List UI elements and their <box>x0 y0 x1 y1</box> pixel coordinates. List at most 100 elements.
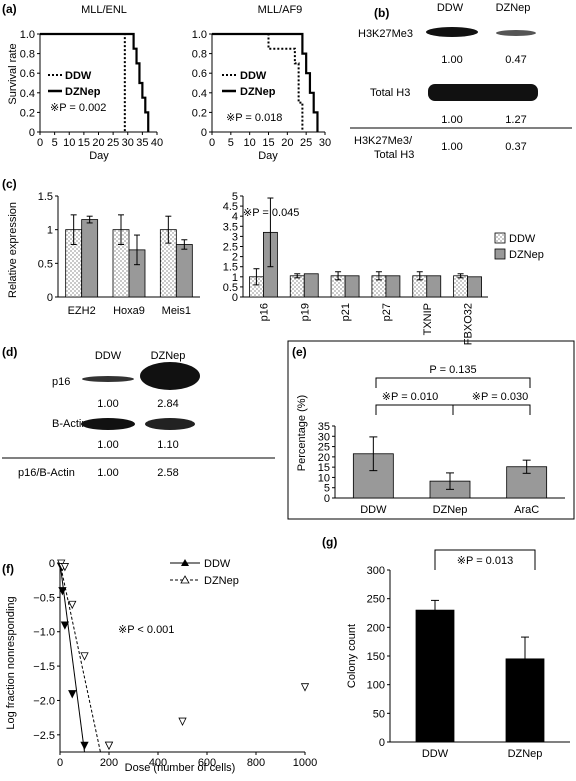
bar-dznep <box>385 275 401 298</box>
y-tick-label: 0 <box>324 493 330 505</box>
panel-a-ylabel: Survival rate <box>7 43 19 104</box>
panel-g-label: (g) <box>322 535 337 549</box>
panel-a-right-pvalue: ※P = 0.018 <box>226 112 282 124</box>
blot-band-h3k27me3-dznep <box>496 30 536 36</box>
y-tick-label: 250 <box>367 594 385 606</box>
legend-label-ddw: DDW <box>509 233 536 245</box>
y-tick-label: 0 <box>201 127 207 139</box>
legend-swatch-dznep <box>494 248 506 260</box>
x-tick-label: 30 <box>319 137 331 149</box>
panel-g: (g) Colony count 0 50 100 150 200 250 300 DDW DZ… <box>322 535 570 760</box>
panel-f: (f) Log fraction nonresponding Dose (num… <box>2 558 317 774</box>
panel-e-p-right: ※P = 0.030 <box>472 391 528 403</box>
bracket-ddw-dznep <box>434 549 536 570</box>
panel-g-ylabel: Colony count <box>346 624 358 688</box>
y-tick-label: 1.5 <box>223 262 238 274</box>
panel-b-label: (b) <box>374 6 389 20</box>
panel-b-ratio-label-2: Total H3 <box>374 149 414 161</box>
bar-dznep <box>81 219 99 298</box>
panel-b-row2-ddw-value: 1.00 <box>441 114 462 126</box>
x-tick-label: 200 <box>100 757 118 769</box>
point-ddw <box>68 690 77 699</box>
y-tick-label: 0 <box>47 292 53 304</box>
panel-e-p-overall: P = 0.135 <box>429 364 476 376</box>
blot-band-actin-ddw <box>81 418 135 430</box>
panel-g-pvalue: ※P = 0.013 <box>457 555 513 567</box>
y-tick-label: 0.4 <box>192 88 207 100</box>
panel-a-left-xlabel: Day <box>89 150 109 162</box>
panel-g-chart: 0 50 100 150 200 250 300 DDW DZNep <box>367 565 570 760</box>
panel-d-col-dznep: DZNep <box>151 350 186 362</box>
panel-b: (b) DDW DZNep H3K27Me3 1.00 0.47 Total H… <box>350 2 572 161</box>
x-tick-label: 15 <box>78 137 90 149</box>
blot-band-total-h3 <box>428 84 538 101</box>
y-tick-label: 50 <box>373 708 385 720</box>
point-ddw <box>60 621 70 630</box>
survival-curve-ddw <box>40 33 126 132</box>
x-tick-label: EZH2 <box>68 305 96 317</box>
point-dznep <box>300 683 310 692</box>
y-tick-label: 0.5 <box>223 282 238 294</box>
panel-c-label: (c) <box>2 177 17 191</box>
x-tick-label: AraC <box>514 504 539 516</box>
x-tick-label: 0 <box>209 137 215 149</box>
fit-line-dznep <box>59 562 101 753</box>
bracket-ddw-arac <box>375 377 531 388</box>
blot-band-h3k27me3-ddw <box>426 27 478 37</box>
legend-label-dznep: DZNep <box>204 575 239 587</box>
panel-a-left-pvalue: ※P = 0.002 <box>50 102 106 114</box>
blot-band-actin-dznep <box>145 418 195 430</box>
panel-b-row2-label: Total H3 <box>370 87 410 99</box>
y-tick-label: 200 <box>367 622 385 634</box>
x-tick-label: 20 <box>281 137 293 149</box>
y-tick-label: 150 <box>367 651 385 663</box>
y-tick-label: −1.5 <box>33 661 55 673</box>
legend-label-ddw: DDW <box>204 558 231 570</box>
panel-f-label: (f) <box>2 562 14 576</box>
x-tick-label: 15 <box>262 137 274 149</box>
panel-d-ratio-dznep-value: 2.58 <box>157 467 178 479</box>
panel-a-right-title: MLL/AF9 <box>258 4 303 16</box>
x-tick-label: 25 <box>107 137 119 149</box>
y-tick-label: 0 <box>29 127 35 139</box>
panel-b-ratio-label-1: H3K27Me3/ <box>354 135 413 147</box>
y-tick-label: 0 <box>49 558 55 570</box>
x-tick-label: 20 <box>92 137 104 149</box>
panel-f-xlabel: Dose (number of cells) <box>125 762 236 774</box>
panel-b-col-dznep: DZNep <box>496 2 531 14</box>
panel-b-row2-dznep-value: 1.27 <box>505 114 526 126</box>
legend-marker-dznep <box>180 575 190 584</box>
y-tick-label: 30 <box>318 431 330 443</box>
point-dznep <box>60 563 70 572</box>
y-tick-label: 0.2 <box>192 107 207 119</box>
x-tick-label: Meis1 <box>162 305 191 317</box>
y-tick-label: −2.0 <box>33 695 55 707</box>
panel-f-ylabel: Log fraction nonresponding <box>5 596 17 729</box>
panel-d-row2-label: B-Actin <box>52 418 87 430</box>
panel-d-row2-ddw-value: 1.00 <box>97 439 118 451</box>
y-tick-label: 0 <box>232 292 238 304</box>
point-dznep <box>68 600 77 610</box>
x-tick-label: 0 <box>57 757 63 769</box>
y-tick-label: 5 <box>232 191 238 203</box>
bracket-ddw-dznep <box>375 404 454 415</box>
y-tick-label: 5 <box>324 483 330 495</box>
panel-b-ratio-dznep-value: 0.37 <box>505 141 526 153</box>
x-tick-label: Hoxa9 <box>113 305 145 317</box>
y-tick-label: 0.8 <box>192 49 207 61</box>
legend-marker-ddw <box>181 559 189 566</box>
survival-curve-dznep <box>40 32 150 132</box>
y-tick-label: 0 <box>379 737 385 749</box>
panel-d-row2-dznep-value: 1.10 <box>157 439 178 451</box>
panel-e-ylabel: Percentage (%) <box>296 395 308 471</box>
y-tick-label: 0.4 <box>20 88 35 100</box>
x-tick-label: p21 <box>340 303 352 321</box>
y-tick-label: 3 <box>232 231 238 243</box>
y-tick-label: 15 <box>318 462 330 474</box>
legend-label-ddw: DDW <box>240 70 267 82</box>
x-tick-label: 800 <box>247 757 265 769</box>
